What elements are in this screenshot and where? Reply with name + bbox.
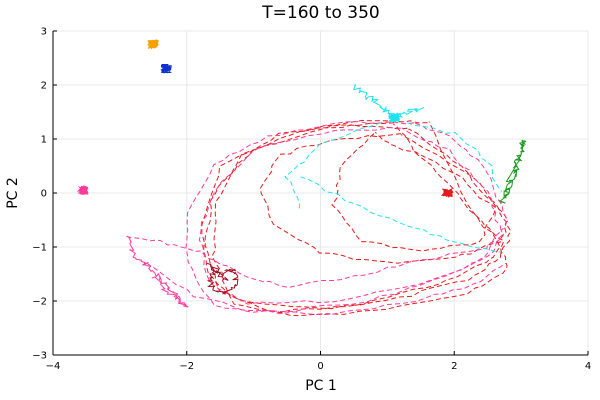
- series-line-magenta-9: [198, 126, 502, 305]
- y-axis-title: PC 2: [5, 177, 21, 209]
- series-line-red-4: [204, 122, 505, 314]
- series-line-red-5: [259, 133, 509, 264]
- series-line-cyan-2: [352, 84, 425, 121]
- series-layer: [126, 84, 527, 317]
- y-tick-label: −2: [32, 297, 47, 308]
- y-tick-label: −3: [32, 351, 47, 362]
- cluster-orange-0: [147, 38, 160, 50]
- cluster-red-4: [440, 188, 454, 198]
- cluster-blue-1: [160, 64, 172, 74]
- cluster-cyan-3: [387, 112, 401, 123]
- axes: [52, 30, 589, 356]
- grid-lines: [52, 30, 589, 356]
- x-tick-label: −4: [46, 361, 61, 372]
- series-line-cyan-12: [407, 122, 503, 192]
- y-tick-label: −1: [32, 243, 47, 254]
- series-line-magenta-8: [185, 121, 508, 313]
- x-axis-title: PC 1: [305, 378, 337, 394]
- y-tick-label: 1: [41, 135, 47, 146]
- series-line-cyan-14: [284, 122, 381, 209]
- x-tick-label: 4: [585, 361, 591, 372]
- series-line-magenta-10: [126, 235, 504, 288]
- y-tick-label: 3: [41, 27, 47, 38]
- series-line-cyan-13: [300, 176, 502, 253]
- cluster-layer: [76, 38, 454, 198]
- x-tick-label: 2: [451, 361, 457, 372]
- series-line-darkred-15: [206, 262, 239, 296]
- y-tick-label: 2: [41, 81, 47, 92]
- x-tick-label: 0: [317, 361, 323, 372]
- series-line-magenta-1: [126, 235, 189, 308]
- series-line-red-7: [331, 131, 497, 252]
- series-line-green-0: [497, 139, 527, 205]
- cluster-magenta-2: [76, 185, 89, 196]
- chart-title: T=160 to 350: [261, 3, 379, 23]
- y-tick-label: 0: [41, 189, 47, 200]
- tick-labels: −4 −2 0 2 4 −3 −2 −1 0 1 2 3: [32, 27, 591, 373]
- series-line-magenta-11: [146, 262, 506, 316]
- x-tick-label: −2: [179, 361, 194, 372]
